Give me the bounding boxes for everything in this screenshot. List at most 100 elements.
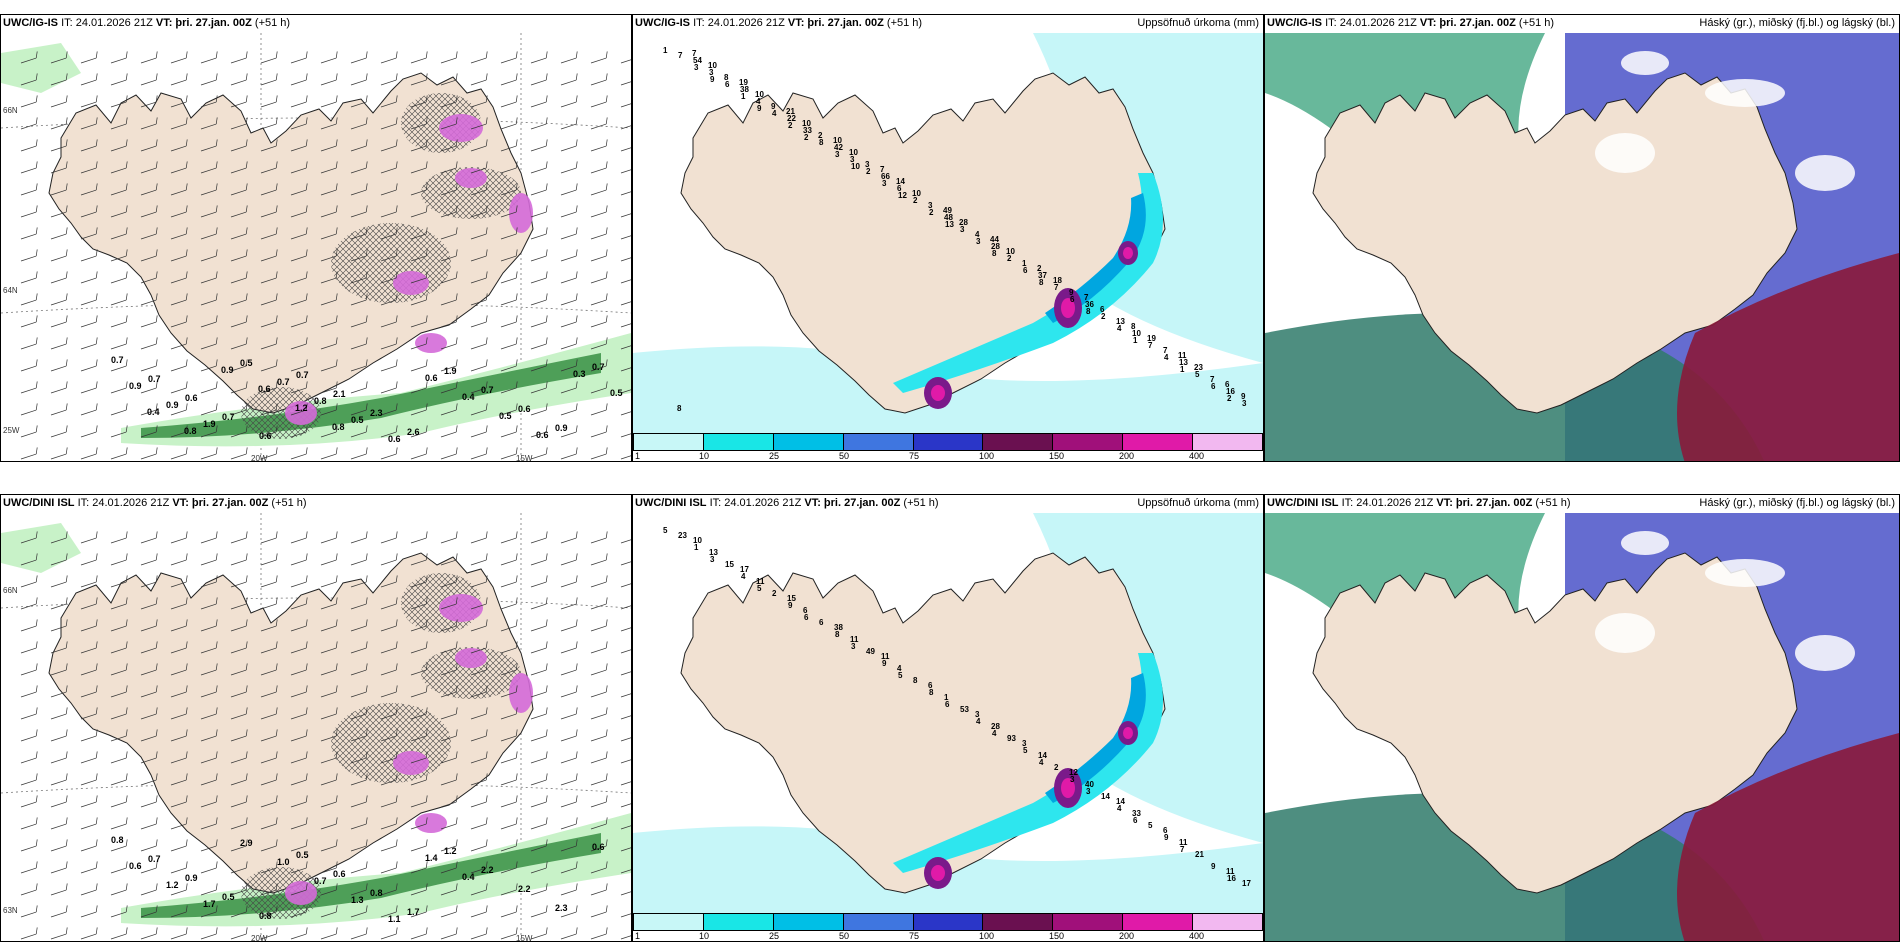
precip-value-label: 8 — [819, 138, 824, 147]
barb-flag — [455, 707, 458, 715]
barb-shaft — [290, 757, 307, 764]
barb-shaft — [530, 101, 547, 108]
precip-value-label: 49 — [943, 206, 952, 215]
wind-barb — [230, 619, 248, 632]
barb-shaft — [350, 453, 367, 460]
wind-barb — [140, 139, 158, 152]
cloud-gap — [1795, 635, 1855, 671]
wind-barb — [410, 905, 428, 918]
barb-shaft — [170, 233, 187, 240]
wind-barb — [410, 161, 428, 174]
barb-shaft — [260, 277, 277, 284]
barb-flag — [335, 773, 338, 781]
barb-flag — [185, 139, 188, 147]
wind-barb — [440, 663, 458, 676]
wind-barb — [20, 403, 38, 416]
barb-shaft — [470, 735, 487, 742]
barb-shaft — [140, 911, 157, 918]
colorbar-tick-label: 25 — [769, 451, 780, 461]
barb-shaft — [350, 845, 367, 852]
precip-value-label: 16 — [1227, 874, 1236, 883]
barb-shaft — [530, 757, 547, 764]
barb-shaft — [110, 79, 127, 86]
wind-value-label: 0.5 — [610, 388, 623, 398]
barb-flag — [485, 139, 488, 147]
barb-flag — [545, 293, 548, 301]
axis-label: 15W — [516, 454, 533, 462]
barb-flag — [425, 139, 428, 147]
barb-shaft — [620, 713, 631, 720]
barb-flag — [35, 249, 38, 257]
precip-value-label: 8 — [677, 404, 682, 413]
barb-shaft — [410, 625, 427, 632]
barb-flag — [335, 751, 338, 759]
wind-barb — [200, 117, 218, 130]
barb-shaft — [200, 911, 217, 918]
barb-flag — [155, 817, 158, 825]
precip-value-label: 1 — [1180, 365, 1185, 374]
barb-flag — [215, 773, 218, 781]
wind-barb — [620, 625, 631, 632]
wind-barb — [410, 641, 428, 654]
barb-flag — [545, 73, 548, 81]
barb-shaft — [410, 823, 427, 830]
wind-barb — [380, 795, 398, 808]
wind-barb — [260, 597, 278, 610]
wind-value-label: 0.6 — [425, 373, 438, 383]
barb-shaft — [440, 735, 457, 742]
barb-flag — [515, 575, 518, 583]
precip-value-label: 3 — [1022, 739, 1027, 748]
wind-barb — [110, 117, 128, 130]
wind-value-label: 1.1 — [388, 914, 401, 924]
precip-value-label: 17 — [1242, 879, 1251, 888]
wind-barb — [530, 161, 548, 174]
precip-mid-band — [893, 173, 1163, 393]
wind-barb — [290, 663, 308, 676]
wind-barb — [350, 315, 368, 328]
wind-value-label: 0.5 — [240, 358, 253, 368]
wind-barb — [80, 597, 98, 610]
barb-flag — [395, 641, 398, 649]
barb-shaft — [590, 669, 607, 676]
barb-flag — [215, 161, 218, 169]
barb-flag — [245, 403, 248, 411]
wind-barb — [350, 861, 368, 874]
axis-label: 66N — [3, 106, 18, 115]
barb-flag — [215, 249, 218, 257]
precip-value-label: 12 — [1069, 768, 1078, 777]
wind-barb — [380, 337, 398, 350]
barb-shaft — [260, 779, 277, 786]
barb-flag — [95, 117, 98, 125]
barb-flag — [515, 729, 518, 737]
barb-flag — [395, 205, 398, 213]
barb-flag — [575, 161, 578, 169]
barb-flag — [185, 205, 188, 213]
barb-shaft — [200, 123, 217, 130]
wind-barb — [530, 139, 548, 152]
barb-flag — [575, 425, 578, 433]
barb-shaft — [230, 757, 247, 764]
barb-flag — [95, 271, 98, 279]
wind-barb — [470, 161, 488, 174]
barb-flag — [425, 51, 428, 59]
barb-shaft — [320, 321, 337, 328]
wind-value-label: 2.9 — [240, 838, 253, 848]
precip-value-label: 8 — [835, 630, 840, 639]
barb-shaft — [620, 911, 631, 918]
wind-barb — [410, 795, 428, 808]
barb-shaft — [410, 431, 427, 438]
barb-flag — [365, 139, 368, 147]
wind-barb — [590, 227, 608, 240]
precip-value-label: 33 — [803, 126, 812, 135]
colorbar-tick-label: 75 — [909, 931, 920, 941]
barb-flag — [215, 139, 218, 147]
colorbar-segment — [843, 914, 914, 930]
model-label: UWC/IG-IS — [635, 17, 690, 29]
barb-flag — [575, 447, 578, 455]
barb-flag — [215, 685, 218, 693]
barb-shaft — [620, 233, 631, 240]
barb-flag — [305, 359, 308, 367]
barb-flag — [155, 575, 158, 583]
barb-shaft — [50, 669, 67, 676]
barb-shaft — [200, 603, 217, 610]
